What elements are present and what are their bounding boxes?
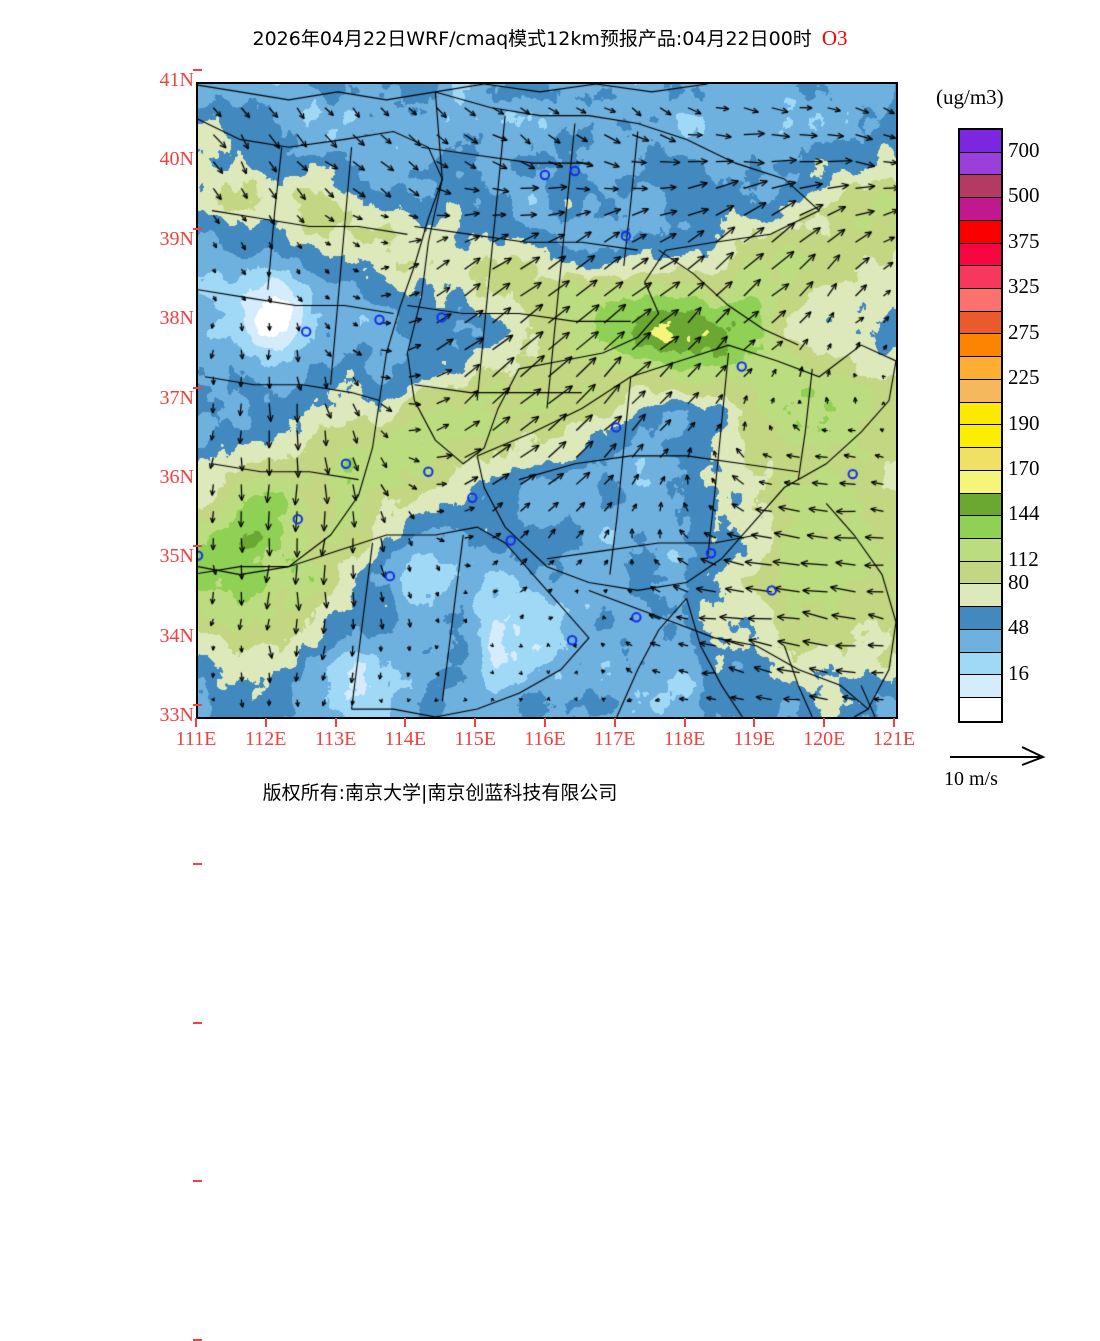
colorbar-label-375: 375 xyxy=(1008,228,1040,253)
right-arrow-icon xyxy=(950,746,1046,766)
colorbar-band xyxy=(960,652,1001,676)
lon-tick xyxy=(683,718,686,727)
colorbar-band xyxy=(960,629,1001,653)
lat-tick xyxy=(193,862,202,865)
colorbar-band xyxy=(960,675,1001,698)
lat-label-33n: 33N xyxy=(138,704,202,1341)
lon-label-120e: 120E xyxy=(792,718,856,751)
colorbar-label-500: 500 xyxy=(1008,183,1040,208)
colorbar-units-label: (ug/m3) xyxy=(936,85,1004,109)
lon-label-111e: 111E xyxy=(164,718,228,751)
lon-tick xyxy=(753,718,756,727)
lat-label-40n: 40N xyxy=(138,148,202,230)
lon-label-117e: 117E xyxy=(583,718,647,751)
lon-label-118e: 118E xyxy=(653,718,717,751)
lat-label-36n: 36N xyxy=(138,466,202,865)
lon-label-112e: 112E xyxy=(234,718,298,751)
colorbar-band xyxy=(960,243,1001,267)
lon-tick xyxy=(334,718,337,727)
colorbar-band xyxy=(960,607,1001,630)
latitude-axis: 41N 40N 39N 38N 37N 36N 35N 34N 33N xyxy=(130,69,202,1341)
colorbar-band xyxy=(960,152,1001,176)
lon-tick xyxy=(893,718,895,727)
colorbar-band xyxy=(960,175,1001,199)
colorbar-band xyxy=(960,516,1001,539)
concentration-field-canvas xyxy=(198,84,896,717)
colorbar-band xyxy=(960,220,1001,244)
colorbar-label-325: 325 xyxy=(1008,274,1040,299)
lat-tick xyxy=(193,704,202,706)
colorbar-band xyxy=(960,538,1001,562)
colorbar-label-170: 170 xyxy=(1008,455,1040,480)
lon-tick xyxy=(404,718,407,727)
lat-label-35n: 35N xyxy=(138,545,202,1024)
lat-tick xyxy=(193,386,202,389)
lat-tick xyxy=(193,69,202,71)
page-title: 2026年04月22日WRF/cmaq模式12km预报产品:04月22日00时 O… xyxy=(0,24,1100,51)
colorbar-band xyxy=(960,448,1001,471)
lon-label-113e: 113E xyxy=(304,718,368,751)
colorbar-label-225: 225 xyxy=(1008,365,1040,390)
lat-tick xyxy=(193,1180,202,1183)
colorbar-band xyxy=(960,561,1001,585)
lon-tick xyxy=(264,718,267,727)
colorbar-band xyxy=(960,697,1001,721)
title-species: O3 xyxy=(821,26,848,50)
colorbar-label-190: 190 xyxy=(1008,410,1040,435)
lon-tick xyxy=(474,718,477,727)
colorbar-label-80: 80 xyxy=(1008,569,1029,594)
map-plot-area[interactable] xyxy=(196,82,898,719)
wind-scale-key: 10 m/s xyxy=(944,744,1084,796)
longitude-axis: 111E 112E 113E 114E 115E 116E 117E 118E 119E 120E… xyxy=(176,718,915,762)
lat-label-38n: 38N xyxy=(138,307,202,548)
colorbar-band xyxy=(960,289,1001,312)
colorbar-label-48: 48 xyxy=(1008,615,1029,640)
colorbar-band xyxy=(960,470,1001,494)
colorbar-band xyxy=(960,357,1001,380)
lon-tick xyxy=(544,718,546,727)
lat-label-39n: 39N xyxy=(138,228,202,389)
lat-tick xyxy=(193,545,202,548)
colorbar-band xyxy=(960,311,1001,335)
colorbar-band xyxy=(960,402,1001,426)
title-text: 2026年04月22日WRF/cmaq模式12km预报产品:04月22日00时 xyxy=(252,28,812,50)
lon-label-119e: 119E xyxy=(722,718,786,751)
colorbar-band xyxy=(960,493,1001,517)
lon-tick xyxy=(823,718,826,727)
lon-label-115e: 115E xyxy=(443,718,507,751)
colorbar-band xyxy=(960,379,1001,403)
colorbar-label-144: 144 xyxy=(1008,501,1040,526)
lat-tick xyxy=(193,1021,202,1024)
copyright-footer: 版权所有:南京大学|南京创蓝科技有限公司 xyxy=(262,782,618,804)
colorbar-label-700: 700 xyxy=(1008,137,1040,162)
lon-label-116e: 116E xyxy=(513,718,577,751)
lat-label-37n: 37N xyxy=(138,387,202,706)
colorbar[interactable] xyxy=(958,128,1003,723)
wind-scale-label: 10 m/s xyxy=(944,768,998,790)
lon-tick xyxy=(195,718,197,727)
lon-label-121e: 121E xyxy=(862,718,926,751)
colorbar-label-112: 112 xyxy=(1008,546,1039,571)
colorbar-band xyxy=(960,266,1001,290)
colorbar-label-275: 275 xyxy=(1008,319,1040,344)
colorbar-band xyxy=(960,425,1001,449)
colorbar-band xyxy=(960,130,1001,153)
lon-label-114e: 114E xyxy=(373,718,437,751)
lat-label-34n: 34N xyxy=(138,625,202,1183)
lon-tick xyxy=(613,718,616,727)
lat-label-41n: 41N xyxy=(138,69,202,92)
lat-tick xyxy=(193,227,202,230)
colorbar-band xyxy=(960,584,1001,608)
colorbar-band xyxy=(960,198,1001,221)
colorbar-tick-labels: 700 500 375 325 275 225 190 170 144 112 80 48 16 xyxy=(1008,128,1098,723)
colorbar-label-16: 16 xyxy=(1008,660,1029,685)
colorbar-band xyxy=(960,334,1001,358)
